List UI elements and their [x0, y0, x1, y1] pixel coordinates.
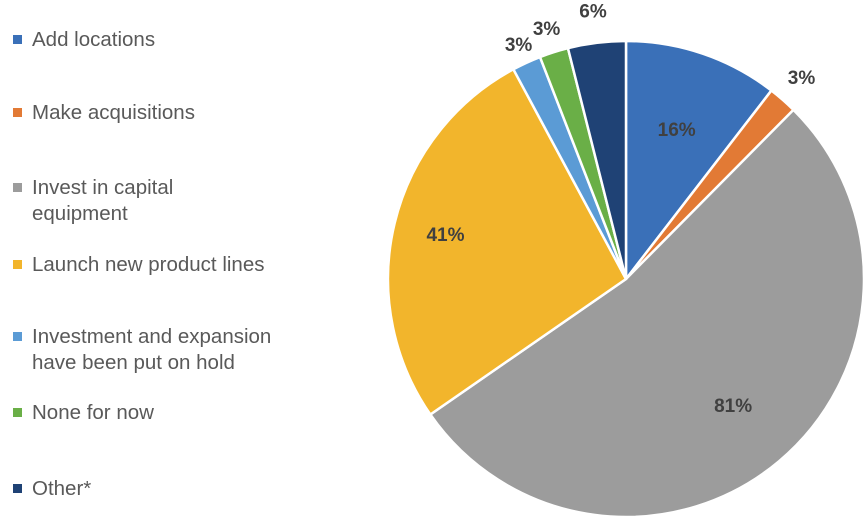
pie-slice [428, 108, 866, 519]
pie-slice [566, 39, 628, 280]
pie-slices [386, 39, 866, 519]
legend: Add locations Make acquisitions Invest in … [0, 0, 340, 528]
legend-item: Investment and expansion have been put o… [13, 324, 332, 376]
legend-label: Other* [32, 477, 92, 500]
legend-swatch [13, 260, 22, 269]
legend-label: Invest in capital equipment [32, 176, 174, 225]
data-label: 6% [579, 2, 607, 23]
legend-label: Launch new product lines [32, 253, 265, 276]
legend-item: Other* [13, 476, 332, 502]
legend-swatch [13, 408, 22, 417]
legend-swatch [13, 183, 22, 192]
legend-swatch [13, 35, 22, 44]
legend-label: Make acquisitions [32, 101, 195, 124]
data-label: 3% [505, 35, 533, 56]
legend-label: Investment and expansion have been put o… [32, 325, 272, 374]
legend-label: Add locations [32, 28, 156, 51]
legend-item: None for now [13, 400, 332, 426]
data-label: 16% [658, 120, 696, 141]
legend-swatch [13, 484, 22, 493]
legend-swatch [13, 332, 22, 341]
pie-slice [386, 67, 628, 417]
pie-slice [624, 39, 774, 283]
legend-swatch [13, 108, 22, 117]
data-label: 3% [533, 19, 561, 40]
legend-item: Launch new product lines [13, 252, 332, 278]
data-labels: 16%3%81%41%3%3%6% [426, 2, 815, 418]
data-label: 41% [426, 225, 464, 246]
data-label: 81% [714, 396, 752, 417]
data-label: 3% [788, 68, 816, 89]
legend-item: Invest in capital equipment [13, 175, 332, 227]
legend-item: Add locations [13, 27, 332, 53]
legend-label: None for now [32, 401, 154, 424]
legend-item: Make acquisitions [13, 100, 332, 126]
